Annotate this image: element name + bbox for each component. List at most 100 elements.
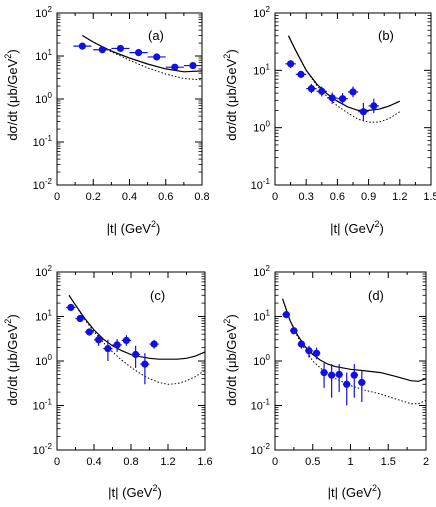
y-tick-exponent: 1 bbox=[266, 309, 271, 318]
y-tick-label: 10-1 bbox=[251, 177, 271, 192]
y-tick-label: 10-1 bbox=[251, 398, 271, 413]
data-marker bbox=[98, 46, 106, 54]
plot-frame bbox=[56, 12, 203, 186]
y-tick-label: 10-1 bbox=[33, 398, 53, 413]
data-point bbox=[285, 60, 296, 68]
data-marker bbox=[132, 350, 140, 359]
y-tick-label: 102 bbox=[35, 5, 52, 20]
y-tick-label: 10-1 bbox=[33, 134, 53, 149]
y-tick-exponent: -1 bbox=[263, 398, 271, 407]
y-tick-label: 102 bbox=[253, 5, 270, 20]
y-tick-label: 10-2 bbox=[33, 177, 53, 192]
data-marker bbox=[171, 63, 179, 71]
data-marker bbox=[335, 370, 343, 378]
data-point bbox=[93, 46, 112, 54]
data-point bbox=[149, 339, 159, 349]
y-tick-base: 10 bbox=[251, 445, 263, 457]
data-point bbox=[306, 83, 317, 94]
x-tick-label: 1.2 bbox=[160, 456, 175, 468]
y-tick-base: 10 bbox=[35, 94, 47, 106]
y-tick-exponent: -2 bbox=[45, 442, 53, 451]
y-tick-label: 102 bbox=[253, 264, 270, 279]
data-point bbox=[94, 334, 104, 346]
data-marker bbox=[150, 340, 158, 348]
data-point bbox=[75, 314, 85, 323]
y-tick-exponent: 1 bbox=[266, 62, 271, 71]
data-point bbox=[312, 347, 321, 360]
y-tick-exponent: 2 bbox=[48, 5, 53, 14]
data-marker bbox=[350, 371, 358, 379]
x-tick-label: 0 bbox=[54, 456, 60, 468]
data-marker bbox=[359, 108, 367, 116]
panel-label: (b) bbox=[378, 28, 394, 43]
data-point bbox=[131, 345, 141, 368]
y-tick-label: 101 bbox=[35, 48, 52, 63]
data-marker bbox=[318, 87, 326, 95]
data-marker bbox=[370, 102, 378, 110]
y-tick-base: 10 bbox=[253, 312, 265, 324]
y-tick-base: 10 bbox=[251, 180, 263, 192]
x-tick-label: 0.8 bbox=[123, 456, 138, 468]
data-marker bbox=[307, 85, 315, 93]
solid-curve bbox=[82, 34, 203, 73]
data-marker bbox=[67, 303, 75, 312]
data-marker bbox=[85, 328, 93, 336]
x-tick-label: 0.6 bbox=[158, 191, 173, 203]
data-point bbox=[368, 98, 379, 114]
data-marker bbox=[189, 61, 197, 70]
data-point bbox=[327, 92, 338, 104]
x-tick-label: 0.2 bbox=[86, 191, 101, 203]
data-point bbox=[327, 364, 336, 398]
y-tick-base: 10 bbox=[33, 401, 45, 413]
y-tick-base: 10 bbox=[35, 267, 47, 279]
y-tick-exponent: -1 bbox=[263, 177, 271, 186]
y-tick-exponent: 1 bbox=[48, 309, 53, 318]
data-marker bbox=[153, 53, 161, 61]
x-axis-label: |t| (GeV2) bbox=[330, 219, 384, 236]
data-point bbox=[73, 42, 92, 50]
data-point bbox=[342, 372, 351, 406]
data-marker bbox=[358, 378, 366, 387]
y-tick-label: 100 bbox=[253, 120, 270, 135]
y-tick-base: 10 bbox=[253, 267, 265, 279]
data-point bbox=[358, 370, 366, 402]
data-marker bbox=[287, 60, 295, 68]
data-marker bbox=[113, 341, 121, 349]
y-tick-exponent: 2 bbox=[266, 5, 271, 14]
data-marker bbox=[297, 70, 305, 78]
x-axis-label: |t| (GeV2) bbox=[328, 483, 382, 500]
y-tick-exponent: 0 bbox=[266, 353, 271, 362]
x-tick-label: 2 bbox=[423, 456, 429, 468]
data-marker bbox=[76, 314, 84, 323]
data-marker bbox=[328, 94, 336, 102]
data-point bbox=[335, 364, 343, 393]
data-marker bbox=[116, 44, 125, 53]
data-point bbox=[337, 93, 348, 105]
y-axis-label: dσ/dt (μb/GeV2) bbox=[3, 314, 20, 405]
data-point bbox=[183, 61, 202, 70]
data-point bbox=[66, 303, 76, 312]
y-tick-base: 10 bbox=[253, 356, 265, 368]
y-axis-label: dσ/dt (μb/GeV2) bbox=[222, 314, 239, 405]
data-point bbox=[121, 335, 131, 346]
y-tick-label: 101 bbox=[253, 62, 270, 77]
panel-label: (a) bbox=[148, 28, 164, 43]
x-tick-label: 0 bbox=[54, 191, 60, 203]
data-point bbox=[112, 339, 122, 352]
data-point bbox=[282, 311, 291, 319]
x-tick-label: 0.4 bbox=[122, 191, 137, 203]
data-point bbox=[147, 53, 166, 61]
x-tick-label: 1.5 bbox=[381, 456, 396, 468]
data-point bbox=[305, 345, 313, 358]
data-point bbox=[129, 48, 148, 57]
y-tick-label: 100 bbox=[35, 353, 52, 368]
y-tick-label: 101 bbox=[35, 309, 52, 324]
data-marker bbox=[282, 311, 290, 319]
x-tick-label: 0.8 bbox=[194, 191, 209, 203]
x-tick-label: 0.6 bbox=[330, 191, 345, 203]
x-tick-label: 1.6 bbox=[197, 456, 212, 468]
y-tick-exponent: 0 bbox=[48, 353, 53, 362]
dotted-curve bbox=[288, 35, 401, 123]
